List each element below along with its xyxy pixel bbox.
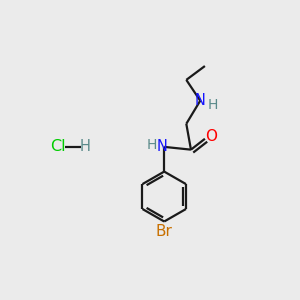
Text: N: N [195,93,206,108]
Text: H: H [80,140,91,154]
Text: H: H [146,138,157,152]
Text: Br: Br [156,224,173,239]
Text: O: O [206,129,218,144]
Text: N: N [157,140,167,154]
Text: H: H [207,98,218,112]
Text: Cl: Cl [51,140,66,154]
